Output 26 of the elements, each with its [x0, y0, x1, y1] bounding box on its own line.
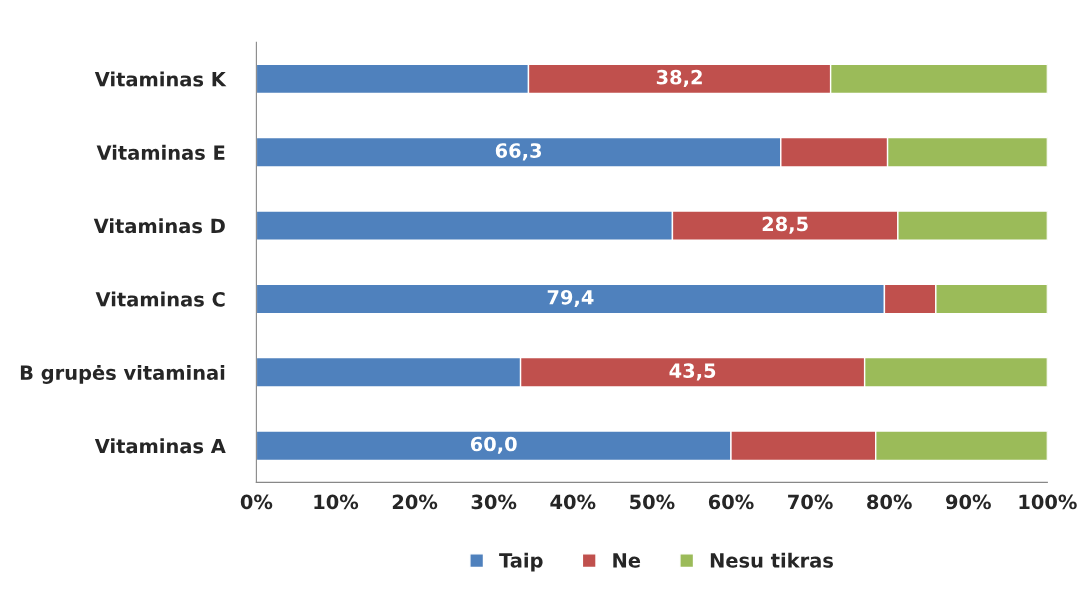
- legend-label: Ne: [613, 553, 641, 568]
- y-tick-label: Vitaminas C: [95, 291, 225, 307]
- y-tick-label: Vitaminas K: [94, 71, 227, 87]
- legend-label: Taip: [499, 552, 543, 572]
- data-label: 66,3: [495, 143, 542, 161]
- x-tick-label: 70%: [788, 494, 833, 510]
- x-tick-label: 80%: [867, 494, 912, 510]
- x-tick-label: 20%: [392, 494, 438, 510]
- y-tick-label: Vitaminas E: [96, 144, 225, 160]
- x-tick-label: 90%: [946, 494, 991, 510]
- y-tick-label: Vitaminas A: [94, 438, 226, 454]
- y-tick-label: Vitaminas D: [93, 218, 225, 234]
- x-tick-label: 0%: [240, 494, 273, 510]
- x-tick-label: 10%: [314, 494, 359, 510]
- data-label: 38,2: [656, 69, 702, 88]
- x-tick-label: 100%: [1019, 494, 1077, 510]
- x-tick-label: 30%: [471, 494, 517, 510]
- data-label: 60,0: [470, 436, 517, 454]
- x-tick-label: 60%: [708, 494, 754, 510]
- data-label: 43,5: [669, 363, 716, 381]
- data-label: 79,4: [547, 289, 594, 308]
- x-tick-label: 40%: [550, 494, 596, 510]
- data-label: 28,5: [762, 216, 808, 234]
- y-tick-label: B grupės vitaminai: [20, 364, 225, 384]
- x-tick-label: 50%: [630, 494, 675, 510]
- legend-label: Nesu tikras: [710, 552, 833, 568]
